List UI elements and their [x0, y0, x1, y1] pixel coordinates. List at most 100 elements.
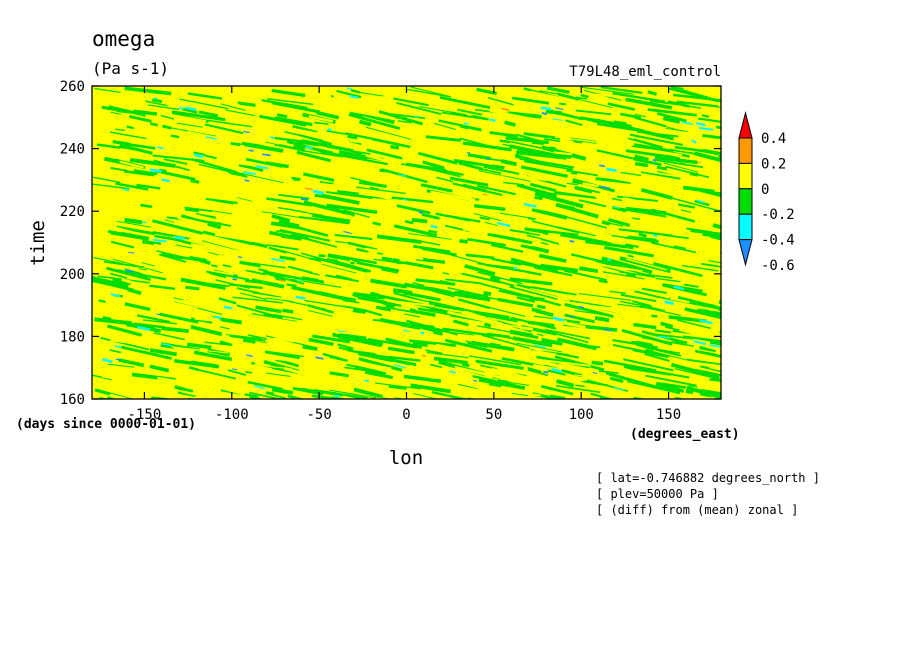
field-cell	[161, 298, 198, 310]
field-cell	[198, 110, 219, 118]
field-cell	[651, 242, 697, 254]
field-cell	[356, 186, 406, 195]
field-cell	[293, 142, 333, 154]
field-cell	[393, 97, 429, 107]
field-cell	[235, 171, 284, 184]
field-cell	[198, 163, 237, 175]
field-cell	[606, 167, 617, 173]
field-cell	[342, 273, 369, 283]
field-cell	[574, 310, 604, 316]
field-cell	[102, 358, 113, 364]
field-cell	[634, 161, 649, 168]
field-cell	[655, 333, 694, 340]
field-cell	[591, 360, 604, 366]
field-cell	[175, 132, 221, 145]
field-cell	[603, 259, 652, 274]
field-cell	[393, 364, 407, 369]
field-cell	[500, 172, 548, 182]
field-cell	[552, 118, 563, 121]
field-cell	[191, 158, 238, 174]
field-cell	[477, 271, 523, 285]
field-cell	[311, 394, 347, 399]
field-cell	[618, 228, 673, 237]
field-cell	[366, 192, 403, 204]
field-cell	[393, 224, 438, 238]
field-cell	[316, 110, 340, 120]
field-cell	[295, 225, 329, 237]
field-cell	[413, 224, 470, 234]
field-cell	[599, 306, 628, 312]
field-cell	[365, 126, 412, 140]
field-cell	[340, 187, 366, 194]
field-cell	[153, 97, 158, 100]
field-cell	[137, 326, 151, 331]
field-cell	[491, 257, 522, 266]
field-cell	[187, 92, 223, 100]
field-cell	[641, 287, 667, 294]
field-cell	[500, 159, 517, 167]
field-cell	[634, 113, 647, 118]
field-cell	[132, 313, 171, 324]
field-cell	[186, 342, 212, 350]
field-cell	[283, 366, 341, 386]
field-cell	[484, 263, 516, 272]
field-cell	[696, 161, 701, 164]
field-cell	[674, 145, 721, 155]
field-cell	[239, 292, 267, 301]
field-cell	[519, 157, 574, 169]
field-cell	[230, 142, 241, 147]
field-cell	[459, 137, 503, 151]
field-cell	[665, 326, 680, 331]
field-cell	[568, 315, 574, 318]
field-cell	[272, 271, 319, 283]
field-cell	[153, 165, 186, 174]
field-cell	[402, 198, 408, 202]
field-cell	[430, 190, 476, 201]
field-cell	[476, 325, 520, 335]
field-cell	[415, 115, 419, 118]
field-cell	[275, 230, 319, 239]
field-cell	[509, 228, 540, 236]
field-cell	[321, 263, 357, 274]
field-cell	[364, 252, 417, 262]
field-cell	[452, 182, 503, 197]
field-cell	[422, 160, 445, 170]
field-cell	[124, 217, 143, 225]
field-cell	[209, 99, 240, 106]
field-cell	[338, 150, 384, 162]
field-cell	[147, 104, 180, 111]
field-cell	[634, 116, 667, 128]
field-cell	[536, 333, 544, 337]
field-cell	[467, 153, 492, 161]
field-cell	[390, 113, 426, 120]
field-cell	[283, 299, 327, 310]
field-cell	[379, 168, 388, 173]
field-cell	[639, 222, 665, 228]
field-cell	[124, 302, 151, 312]
field-cell	[657, 348, 681, 355]
field-cell	[433, 122, 456, 131]
field-cell	[638, 232, 647, 238]
field-cell	[582, 182, 599, 188]
field-cell	[343, 230, 352, 235]
field-cell	[672, 373, 690, 379]
field-cell	[152, 219, 204, 235]
field-cell	[271, 214, 291, 223]
field-cell	[128, 251, 135, 254]
field-cell	[317, 137, 360, 144]
field-cell	[497, 297, 534, 308]
field-cell	[251, 268, 305, 285]
field-cell	[392, 360, 411, 366]
colorbar-label: 0.2	[761, 156, 786, 172]
field-cell	[590, 103, 606, 109]
field-cell	[599, 395, 636, 399]
field-cell	[633, 322, 657, 330]
field-cell	[442, 327, 495, 338]
field-cell	[556, 384, 601, 394]
field-cell	[329, 371, 350, 378]
field-cell	[420, 331, 425, 335]
field-cell	[257, 398, 310, 399]
field-cell	[365, 154, 384, 162]
field-cell	[376, 234, 422, 245]
field-cell	[650, 147, 702, 155]
